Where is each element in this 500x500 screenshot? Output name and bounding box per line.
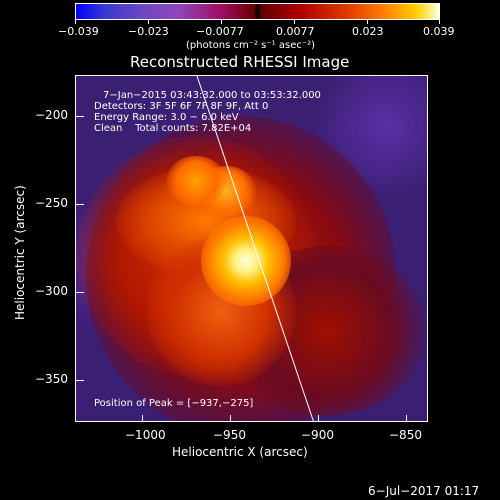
y-axis-label: Heliocentric Y (arcsec) <box>13 185 27 320</box>
solar-limb-line <box>196 76 314 421</box>
x-tick-mark <box>318 415 319 421</box>
colorbar-unit-label: (photons cm⁻² s⁻¹ asec⁻²) <box>186 40 316 51</box>
y-tick-mark <box>76 292 84 293</box>
colorbar-tick-mark <box>367 20 368 24</box>
x-tick-label: −950 <box>213 428 246 442</box>
colorbar-tick-mark <box>148 20 149 24</box>
image-region <box>166 156 226 206</box>
y-tick-label: −250 <box>35 196 68 210</box>
x-tick-label: −1000 <box>125 428 166 442</box>
y-tick-mark <box>76 380 84 381</box>
x-axis-label: Heliocentric X (arcsec) <box>172 445 308 459</box>
info-energy-range: Energy Range: 3.0 − 6.0 keV <box>94 112 239 123</box>
x-tick-label: −850 <box>389 428 422 442</box>
colorbar-tick-label: 0.023 <box>352 25 384 38</box>
x-tick-mark <box>230 415 231 421</box>
colorbar-tick-mark <box>221 20 222 24</box>
y-tick-label: −300 <box>35 284 68 298</box>
colorbar-tick-label: 0.0077 <box>276 25 315 38</box>
colorbar-tick-label: −0.023 <box>128 25 169 38</box>
x-tick-mark <box>406 415 407 421</box>
y-tick-label: −350 <box>35 372 68 386</box>
colorbar-tick-mark <box>439 20 440 24</box>
y-tick-label: −200 <box>35 108 68 122</box>
info-detectors: Detectors: 3F 5F 6F 7F 8F 9F, Att 0 <box>94 101 269 112</box>
info-clean-counts: Clean Total counts: 7.82E+04 <box>94 123 252 134</box>
colorbar-tick-mark <box>75 20 76 24</box>
peak-position-label: Position of Peak = [−937,−275] <box>94 398 254 409</box>
footer-date: 6−Jul−2017 01:17 <box>368 484 480 498</box>
rhessi-image <box>75 75 428 422</box>
y-tick-mark <box>76 204 84 205</box>
x-tick-label: −900 <box>301 428 334 442</box>
colorbar-tick-label: −0.039 <box>58 25 99 38</box>
colorbar <box>75 3 440 20</box>
info-time-range: 7−Jan−2015 03:43:32.000 to 03:53:32.000 <box>103 90 321 101</box>
colorbar-tick-label: −0.0077 <box>196 25 244 38</box>
y-tick-mark <box>76 116 84 117</box>
plot-title: Reconstructed RHESSI Image <box>130 53 350 71</box>
image-peak <box>201 216 291 306</box>
colorbar-tick-label: 0.039 <box>423 25 455 38</box>
x-tick-mark <box>142 415 143 421</box>
colorbar-tick-mark <box>294 20 295 24</box>
